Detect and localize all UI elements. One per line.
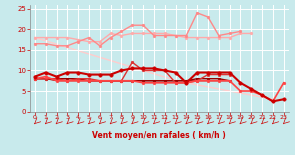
X-axis label: Vent moyen/en rafales ( km/h ): Vent moyen/en rafales ( km/h ) bbox=[92, 131, 226, 140]
